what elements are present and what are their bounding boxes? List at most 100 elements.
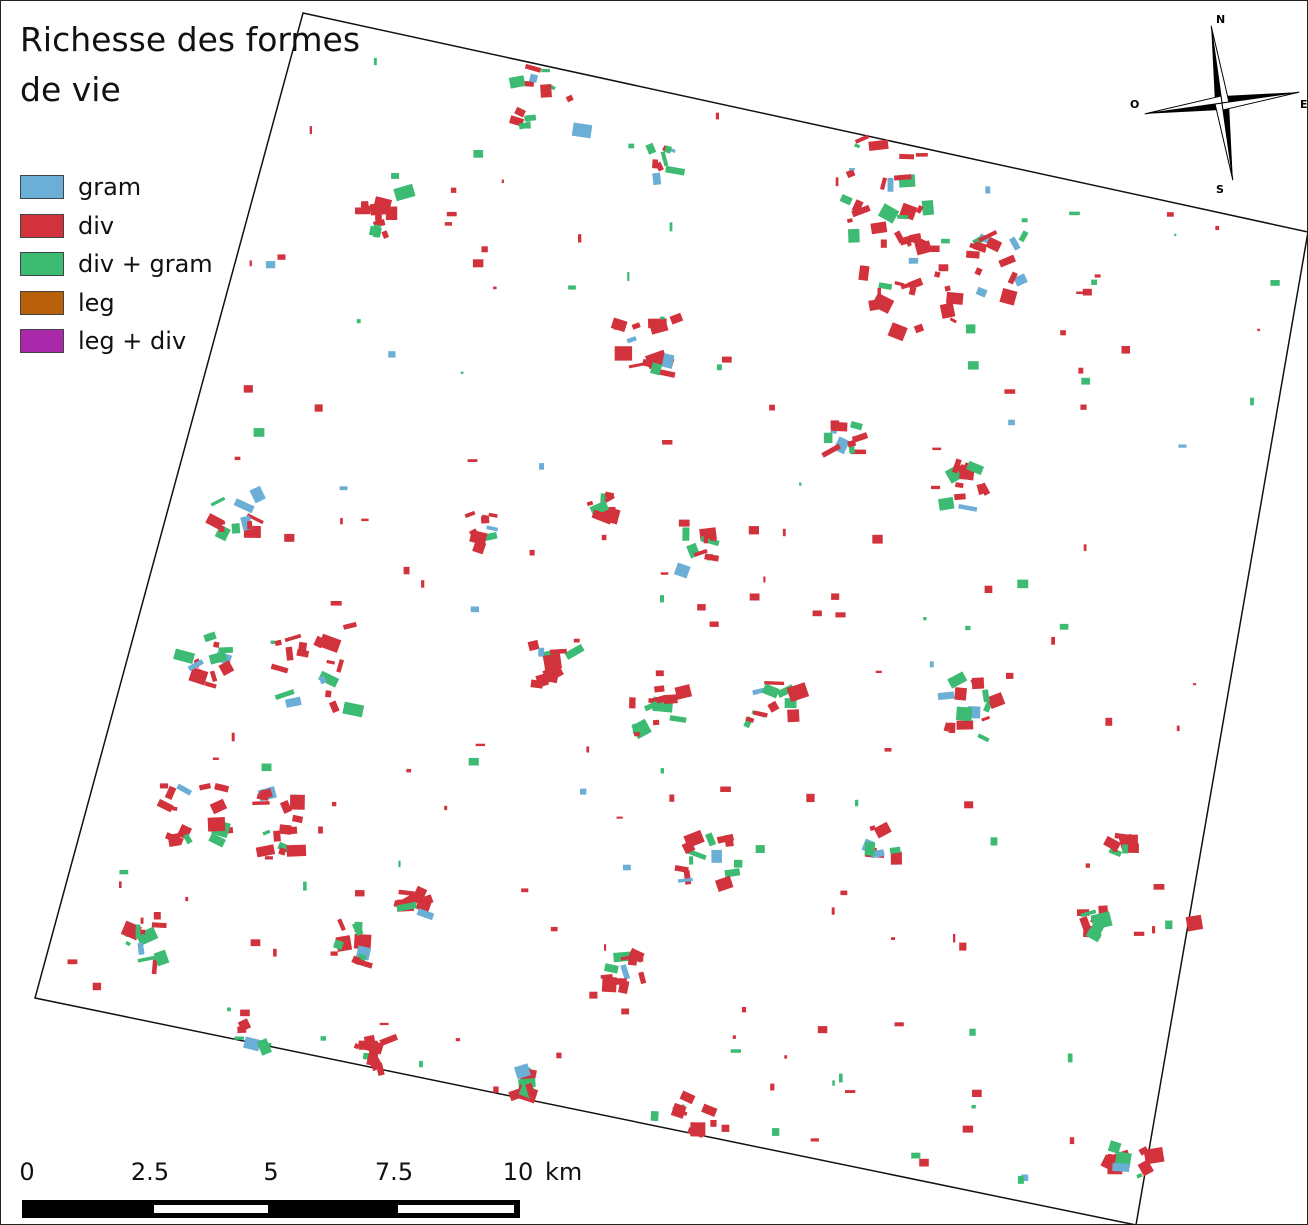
field-patch xyxy=(1017,1175,1024,1184)
field-patch xyxy=(846,218,853,224)
field-patch xyxy=(645,142,657,155)
field-patch xyxy=(875,670,882,673)
field-patch xyxy=(353,933,372,950)
legend-item-div: div xyxy=(20,207,213,246)
field-patch xyxy=(1143,1147,1165,1165)
field-patch xyxy=(604,491,615,499)
legend-label: div xyxy=(78,211,115,240)
field-patch xyxy=(336,658,345,673)
field-patch xyxy=(125,940,131,947)
field-patch xyxy=(185,897,189,902)
field-patch xyxy=(958,504,978,512)
field-patch xyxy=(92,982,102,991)
field-patch xyxy=(167,832,182,848)
legend: gram div div + gram leg leg + div xyxy=(20,168,213,361)
field-patch xyxy=(716,364,722,371)
field-patch xyxy=(812,610,822,617)
field-patch xyxy=(673,562,691,579)
field-patch xyxy=(954,493,966,501)
field-patch xyxy=(1107,1140,1122,1154)
field-patch xyxy=(915,204,924,214)
field-patch xyxy=(460,371,464,374)
field-patch xyxy=(1138,1146,1149,1156)
legend-label: leg + div xyxy=(78,327,187,356)
field-patch xyxy=(291,814,304,824)
field-patch xyxy=(469,529,488,546)
field-patch xyxy=(938,264,949,272)
field-patch xyxy=(975,286,988,298)
field-patch xyxy=(663,694,678,704)
field-patch xyxy=(256,1038,272,1056)
field-patch xyxy=(355,890,365,897)
field-patch xyxy=(1021,218,1028,223)
field-patch xyxy=(722,356,732,363)
field-patch xyxy=(967,361,979,370)
field-patch xyxy=(932,447,942,451)
field-patch xyxy=(847,439,857,448)
field-patch xyxy=(328,700,340,714)
field-patch xyxy=(634,732,640,737)
field-patch xyxy=(370,202,390,216)
field-patch xyxy=(869,825,876,831)
field-patch xyxy=(854,134,870,144)
field-patch xyxy=(396,901,418,912)
field-patch xyxy=(620,954,636,961)
field-patch xyxy=(416,908,435,921)
field-patch xyxy=(711,849,723,863)
field-patch xyxy=(1090,911,1113,931)
field-patch xyxy=(176,783,193,796)
field-patch xyxy=(173,648,196,665)
field-patch xyxy=(868,297,890,312)
field-patch xyxy=(884,748,892,752)
field-patch xyxy=(135,926,159,946)
field-patch xyxy=(514,106,526,118)
field-patch xyxy=(652,172,662,186)
field-patch xyxy=(965,324,976,334)
field-patch xyxy=(678,519,690,527)
field-patch xyxy=(219,520,226,525)
field-patch xyxy=(799,482,802,486)
field-patch xyxy=(849,421,863,431)
compass-north-label: N xyxy=(1216,13,1226,26)
field-patch xyxy=(268,1043,272,1047)
field-patch xyxy=(455,1038,461,1042)
field-patch xyxy=(332,801,337,807)
field-patch xyxy=(243,1036,261,1052)
field-patch xyxy=(539,463,544,470)
field-patch xyxy=(205,513,225,531)
field-patch xyxy=(214,783,230,793)
field-patch xyxy=(578,234,582,243)
field-patch xyxy=(249,485,266,504)
field-patch xyxy=(255,844,276,858)
field-patch xyxy=(467,459,478,462)
field-patch xyxy=(648,318,667,329)
field-patch xyxy=(880,239,887,248)
field-patch xyxy=(358,1040,378,1050)
field-patch xyxy=(1270,280,1280,286)
field-patch xyxy=(937,691,955,701)
field-patch xyxy=(1007,271,1018,285)
field-patch xyxy=(274,639,283,647)
legend-label: div + gram xyxy=(78,250,213,279)
field-patch xyxy=(296,649,310,658)
field-patch xyxy=(749,593,760,601)
field-patch xyxy=(786,682,810,703)
field-patch xyxy=(741,1007,747,1013)
field-patch xyxy=(1008,419,1015,426)
field-patch xyxy=(1122,844,1128,854)
field-patch xyxy=(976,483,984,495)
field-patch xyxy=(398,889,415,897)
field-patch xyxy=(209,670,218,683)
field-patch xyxy=(965,625,971,631)
field-patch xyxy=(627,957,638,966)
field-patch xyxy=(1136,1172,1143,1179)
field-patch xyxy=(660,151,669,167)
field-patch xyxy=(218,647,233,654)
field-patch xyxy=(1103,835,1122,852)
field-patch xyxy=(1153,884,1165,890)
field-patch xyxy=(137,955,158,963)
field-patch xyxy=(493,286,497,290)
field-patch xyxy=(303,881,307,891)
field-patch xyxy=(468,757,479,766)
